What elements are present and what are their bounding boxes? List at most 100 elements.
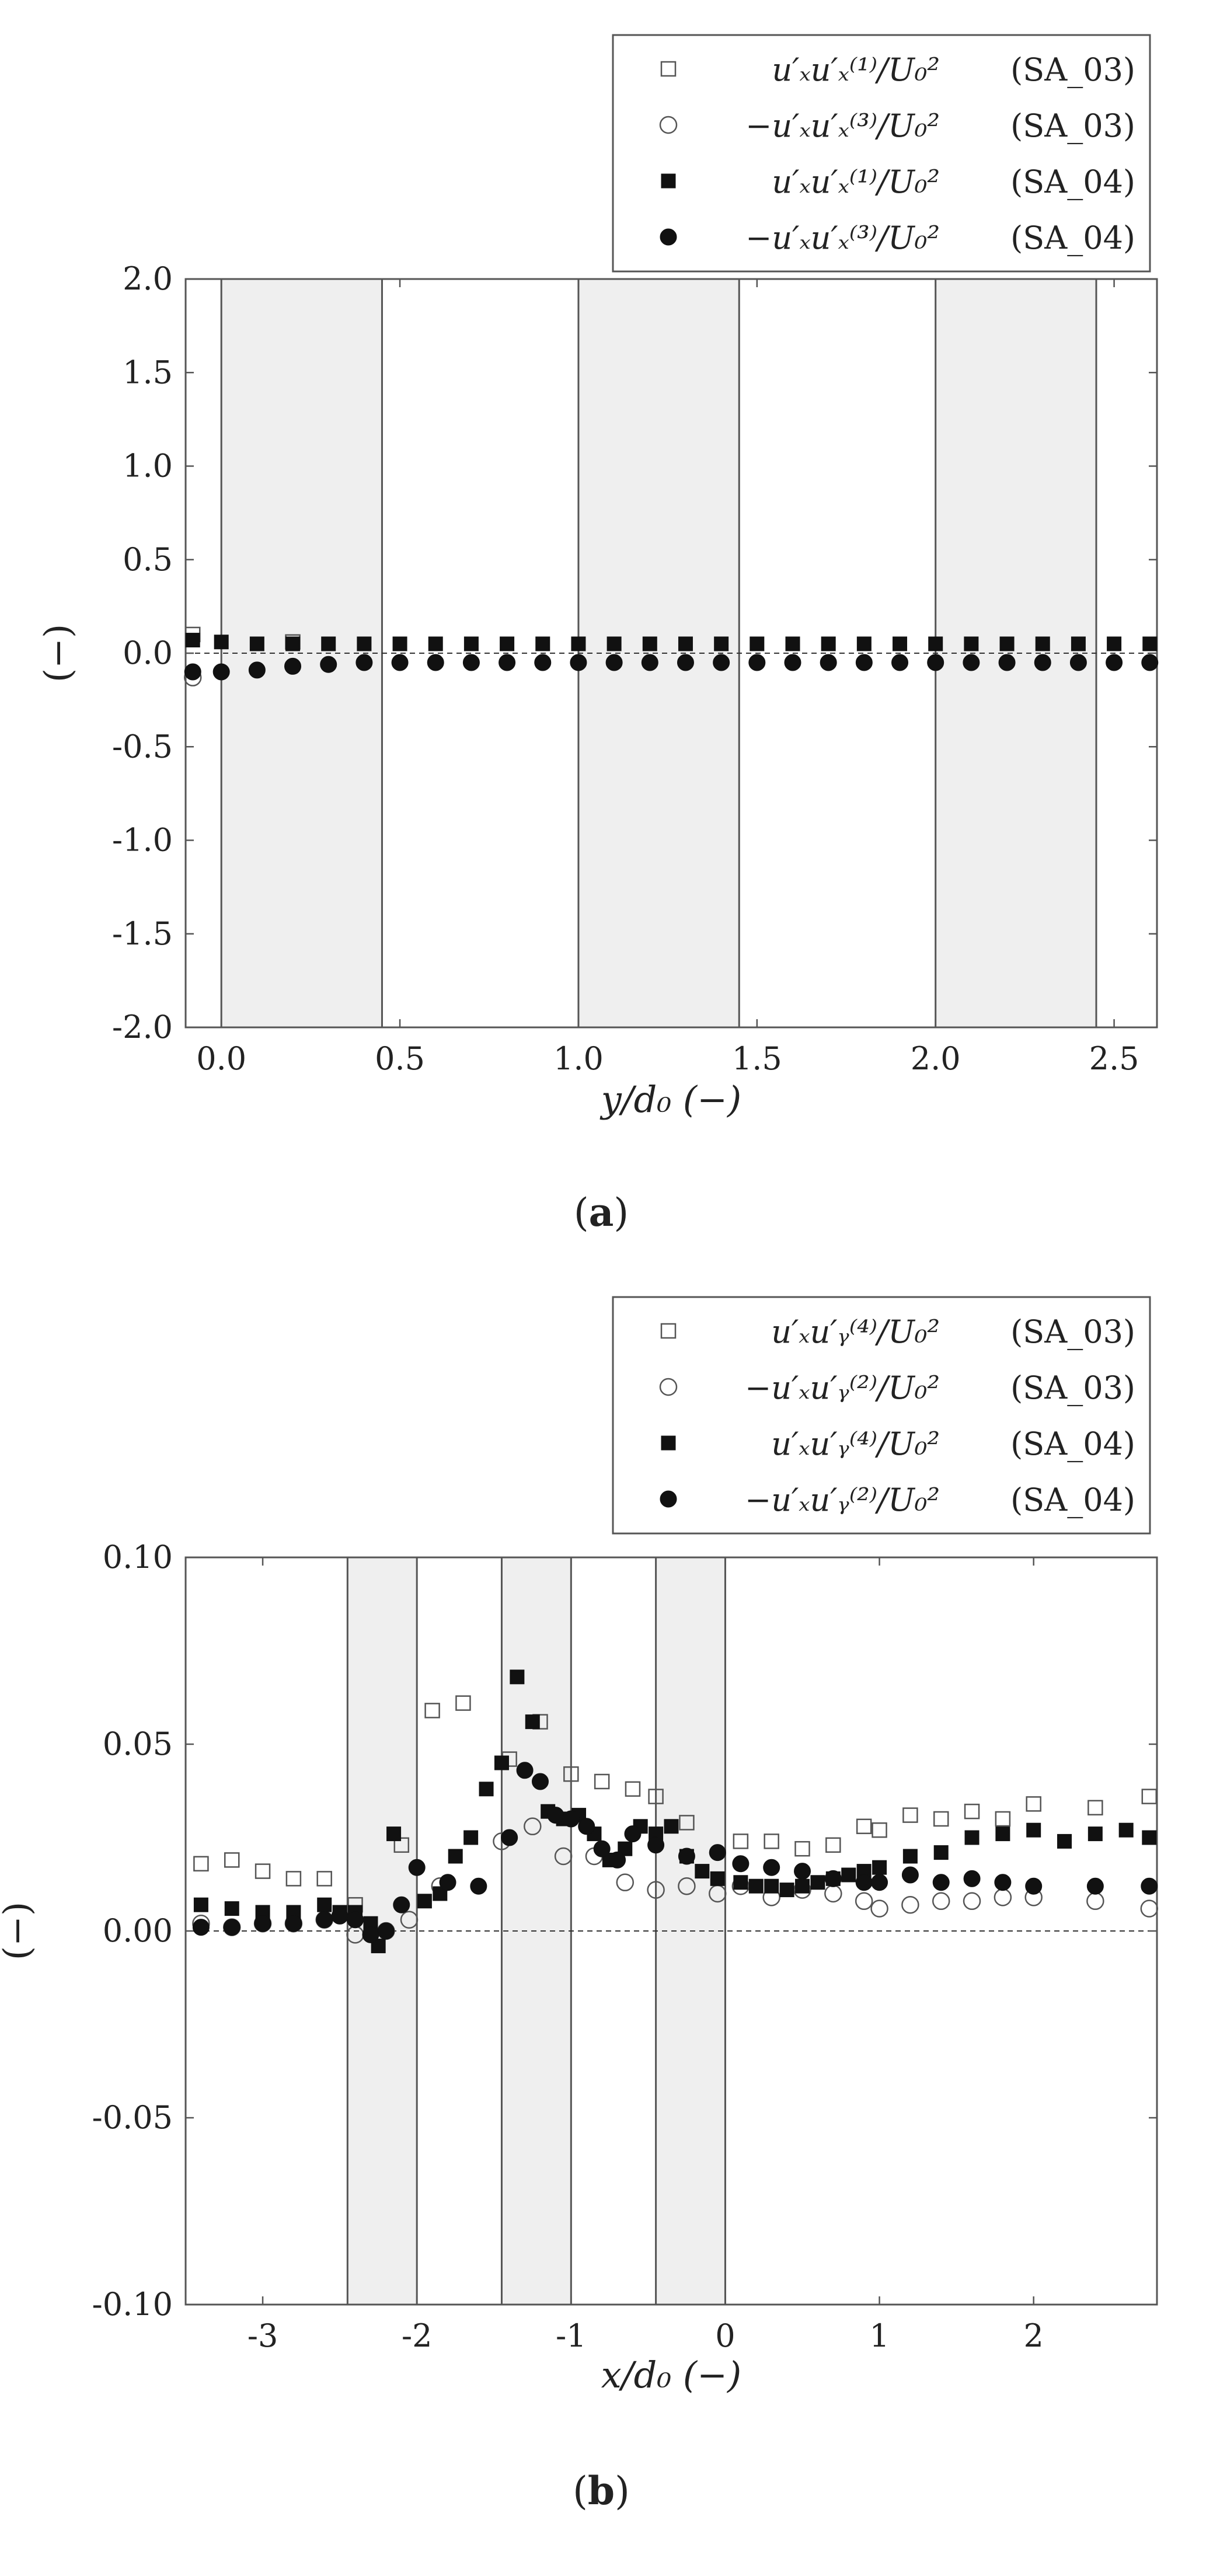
data-point — [494, 1755, 509, 1770]
legend-label: u′ₓu′ₓ⁽¹⁾/U₀² — [772, 163, 940, 200]
legend-case: (SA_04) — [1010, 1425, 1135, 1462]
data-point — [1141, 1877, 1158, 1895]
data-point — [648, 1789, 664, 1804]
data-point — [377, 1922, 395, 1940]
data-point — [392, 636, 407, 651]
data-point — [795, 1878, 810, 1894]
legend-label: −u′ₓu′ₓ⁽³⁾/U₀² — [745, 219, 940, 256]
legend-label: u′ₓu′ₓ⁽¹⁾/U₀² — [772, 51, 940, 88]
data-point — [733, 1875, 748, 1890]
x-axis-label: x/d₀ (−) — [601, 2354, 741, 2396]
data-point — [841, 1867, 856, 1883]
legend-marker — [660, 1323, 677, 1339]
data-point — [563, 1766, 579, 1782]
data-point — [641, 654, 658, 671]
data-point — [386, 1826, 402, 1842]
data-point — [902, 1849, 918, 1864]
data-point — [248, 661, 266, 679]
x-tick-label: -3 — [248, 2317, 278, 2354]
data-point — [794, 1863, 811, 1880]
data-point — [856, 1818, 872, 1835]
legend-case: (SA_03) — [1010, 1313, 1135, 1350]
data-point — [785, 636, 800, 651]
data-point — [424, 1703, 440, 1719]
data-point — [678, 636, 693, 651]
data-point — [764, 1833, 779, 1849]
data-point — [1107, 636, 1122, 651]
data-point — [764, 1878, 779, 1894]
data-point — [679, 1815, 695, 1831]
data-point — [609, 1851, 626, 1869]
data-point — [1026, 1796, 1041, 1812]
data-point — [932, 1874, 950, 1891]
data-point — [448, 1849, 463, 1864]
x-tick-label: 2 — [1024, 2317, 1044, 2354]
legend-box — [612, 34, 1151, 273]
legend-case: (SA_04) — [1010, 219, 1135, 256]
shaded-region — [935, 278, 1097, 1029]
data-point — [1026, 1822, 1041, 1838]
data-point — [554, 1847, 573, 1866]
data-point — [463, 1830, 479, 1845]
data-point — [285, 636, 301, 651]
data-point — [428, 636, 443, 651]
shaded-region — [577, 278, 740, 1029]
data-point — [713, 654, 730, 671]
data-point — [524, 1817, 542, 1836]
data-point — [255, 1863, 271, 1879]
data-point — [1142, 1830, 1157, 1845]
data-point — [784, 654, 801, 671]
data-point — [224, 1901, 239, 1916]
data-point — [185, 633, 200, 648]
data-point — [932, 1892, 950, 1911]
data-point — [928, 636, 943, 651]
data-point — [678, 1877, 696, 1895]
data-point — [408, 1859, 426, 1876]
data-point — [605, 654, 623, 671]
chart-panel-a: 2.0 1.5 1.0 0.5 0.0 -0.5 -1.0 -1.5 -2.0 0.0 0.5 1.0… — [36, 34, 1159, 1235]
data-point — [578, 1818, 595, 1835]
legend-case: (SA_03) — [1010, 1369, 1135, 1406]
data-point — [927, 654, 944, 671]
data-point — [994, 1874, 1012, 1891]
data-point — [254, 1915, 271, 1932]
data-point — [748, 1878, 764, 1894]
legend-label: −u′ₓu′ᵧ⁽²⁾/U₀² — [745, 1369, 940, 1406]
data-point — [571, 636, 586, 651]
data-point — [427, 654, 444, 671]
data-point — [821, 636, 836, 651]
data-point — [825, 1837, 841, 1853]
legend: u′ₓu′ₓ⁽¹⁾/U₀² (SA_03) −u′ₓu′ₓ⁽³⁾/U₀² (SA_03… — [612, 34, 1151, 273]
data-point — [439, 1874, 456, 1891]
legend-marker — [660, 1490, 677, 1508]
data-point — [624, 1825, 642, 1843]
data-point — [1025, 1877, 1043, 1895]
data-point — [810, 1875, 825, 1890]
data-point — [285, 1871, 302, 1887]
data-point — [855, 1874, 873, 1891]
data-point — [594, 1773, 610, 1790]
data-point — [871, 1874, 888, 1891]
legend-case: (SA_03) — [1010, 107, 1135, 144]
legend: u′ₓu′ᵧ⁽⁴⁾/U₀² (SA_03) −u′ₓu′ᵧ⁽²⁾/U₀² (SA_03… — [612, 1296, 1151, 1535]
data-point — [417, 1894, 432, 1909]
data-point — [1141, 654, 1159, 671]
legend-case: (SA_04) — [1010, 1482, 1135, 1518]
data-point — [964, 1830, 980, 1845]
data-point — [570, 654, 587, 671]
x-tick-label: 1.0 — [553, 1040, 604, 1077]
data-point — [709, 1844, 726, 1862]
data-point — [647, 1881, 665, 1899]
data-point — [479, 1782, 494, 1797]
data-point — [316, 1911, 333, 1929]
data-point — [964, 636, 979, 651]
y-tick-label: 1.0 — [123, 448, 173, 484]
data-point — [593, 1840, 611, 1857]
data-point — [999, 636, 1015, 651]
data-point — [400, 1911, 419, 1929]
data-point — [192, 1919, 210, 1936]
legend-marker — [661, 173, 676, 189]
data-point — [525, 1714, 540, 1730]
data-point — [463, 636, 479, 651]
